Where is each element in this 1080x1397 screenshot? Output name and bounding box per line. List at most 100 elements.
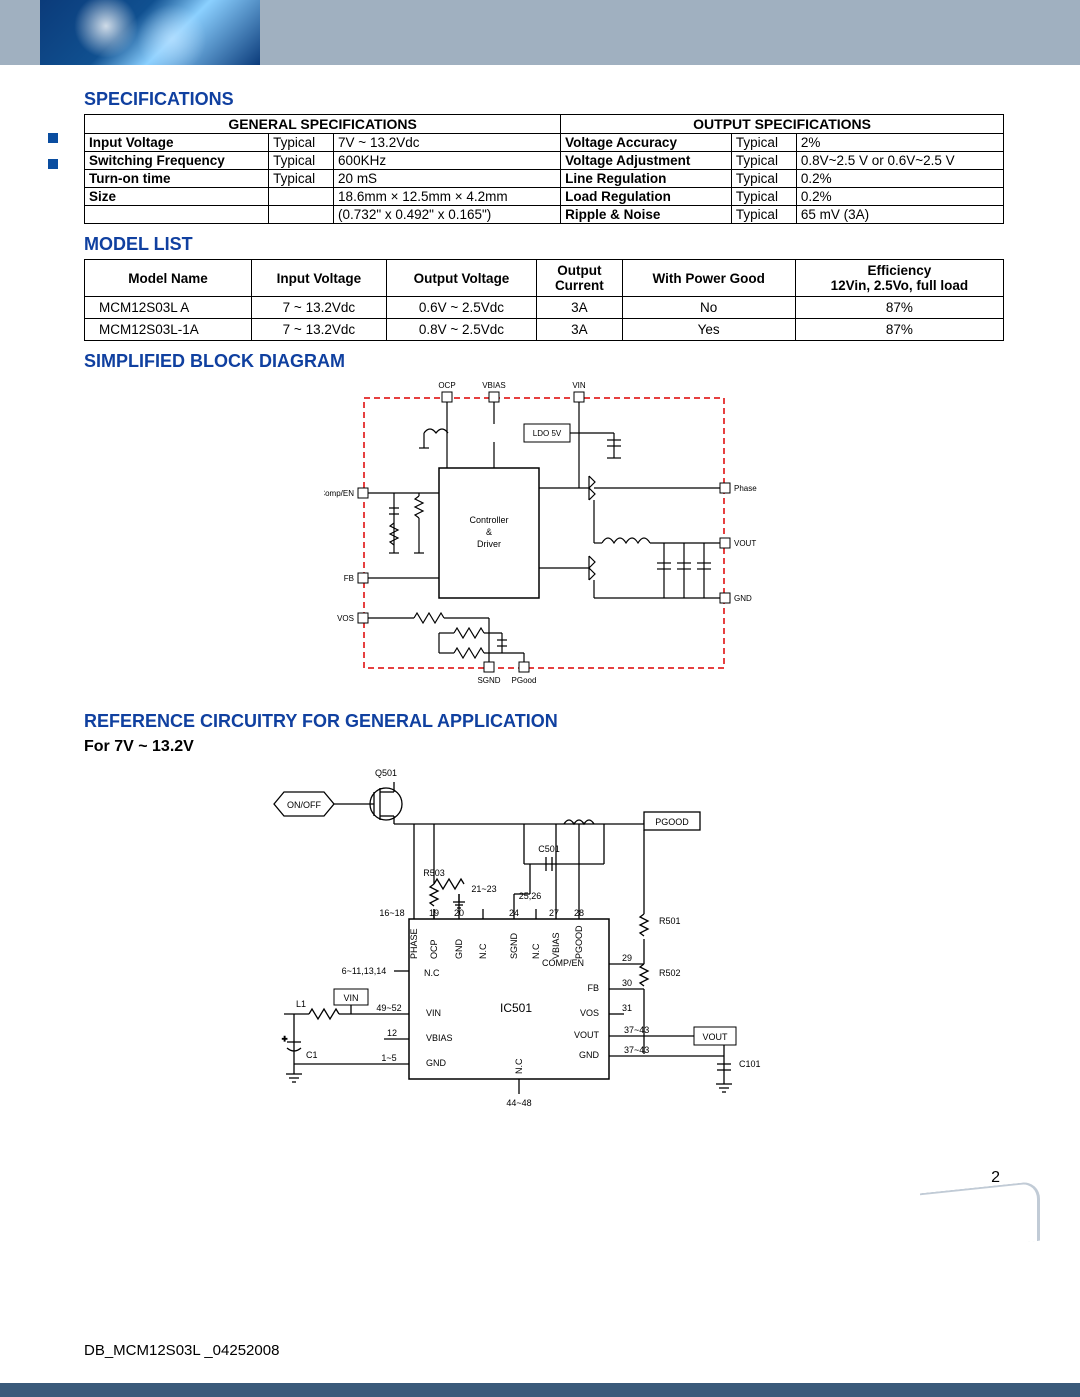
svg-text:VIN: VIN	[572, 381, 586, 390]
svg-text:VOUT: VOUT	[574, 1030, 600, 1040]
for-voltage-range: For 7V ~ 13.2V	[84, 738, 1004, 756]
svg-text:VBIAS: VBIAS	[551, 932, 561, 959]
svg-text:ON/OFF: ON/OFF	[287, 800, 321, 810]
specifications-title: SPECIFICATIONS	[84, 89, 1004, 110]
general-spec-header: GENERAL SPECIFICATIONS	[85, 115, 561, 134]
block-diagram: OCP VBIAS VIN Comp/EN FB VOS Phase VOUT …	[84, 378, 1004, 701]
header-banner	[0, 0, 1080, 65]
gs-param: Turn-on time	[85, 170, 269, 188]
svg-text:&: &	[486, 527, 492, 537]
os-param: Voltage Accuracy	[561, 134, 732, 152]
model-list-table: Model Name Input Voltage Output Voltage …	[84, 259, 1004, 341]
svg-text:R503: R503	[423, 868, 445, 878]
svg-text:VOS: VOS	[337, 614, 354, 623]
svg-text:COMP/EN: COMP/EN	[542, 958, 584, 968]
svg-text:VBIAS: VBIAS	[426, 1033, 453, 1043]
model-col-name: Model Name	[85, 260, 252, 297]
svg-text:OCP: OCP	[429, 939, 439, 959]
svg-text:VIN: VIN	[343, 993, 358, 1003]
gs-val: 600KHz	[334, 152, 561, 170]
os-val: 2%	[796, 134, 1003, 152]
svg-text:IC501: IC501	[500, 1001, 532, 1015]
os-val: 65 mV (3A)	[796, 206, 1003, 224]
model-col-vin: Input Voltage	[252, 260, 387, 297]
svg-text:Controller: Controller	[469, 515, 508, 525]
svg-text:VOUT: VOUT	[702, 1032, 728, 1042]
svg-text:31: 31	[622, 1003, 632, 1013]
footer-decorative-corner	[920, 1181, 1040, 1254]
svg-text:21~23: 21~23	[471, 884, 496, 894]
svg-text:R502: R502	[659, 968, 681, 978]
svg-text:R501: R501	[659, 916, 681, 926]
svg-text:N.C: N.C	[478, 943, 488, 959]
gs-val: 7V ~ 13.2Vdc	[334, 134, 561, 152]
banner-graphic	[40, 0, 260, 65]
block-diagram-title: SIMPLIFIED BLOCK DIAGRAM	[84, 351, 1004, 372]
os-val: 0.8V~2.5 V or 0.6V~2.5 V	[796, 152, 1003, 170]
svg-text:49~52: 49~52	[376, 1003, 401, 1013]
svg-text:37~43: 37~43	[624, 1045, 649, 1055]
os-param: Voltage Adjustment	[561, 152, 732, 170]
os-param: Line Regulation	[561, 170, 732, 188]
svg-text:12: 12	[387, 1028, 397, 1038]
svg-text:L1: L1	[296, 999, 306, 1009]
gs-typ: Typical	[269, 170, 334, 188]
gs-typ	[269, 206, 334, 224]
gs-param: Size	[85, 188, 269, 206]
svg-text:29: 29	[622, 953, 632, 963]
svg-text:30: 30	[622, 978, 632, 988]
gs-val: (0.732" x 0.492" x 0.165")	[334, 206, 561, 224]
svg-text:C101: C101	[739, 1059, 761, 1069]
reference-circuit-diagram: ON/OFF Q501 PGOOD	[84, 764, 1004, 1127]
svg-text:VIN: VIN	[426, 1008, 441, 1018]
svg-text:PGood: PGood	[512, 676, 537, 685]
side-accent-squares	[48, 133, 58, 185]
svg-text:FB: FB	[587, 983, 599, 993]
svg-text:N.C: N.C	[514, 1058, 524, 1074]
footer-doc-id: DB_MCM12S03L _04252008	[84, 1342, 279, 1359]
svg-text:+: +	[282, 1034, 287, 1044]
table-row: MCM12S03L-1A 7 ~ 13.2Vdc 0.8V ~ 2.5Vdc 3…	[85, 319, 1004, 341]
svg-text:37~43: 37~43	[624, 1025, 649, 1035]
reference-circuitry-title: REFERENCE CIRCUITRY FOR GENERAL APPLICAT…	[84, 711, 1004, 732]
model-col-pg: With Power Good	[622, 260, 795, 297]
svg-text:N.C: N.C	[424, 968, 440, 978]
gs-param: Input Voltage	[85, 134, 269, 152]
svg-text:VOUT: VOUT	[734, 539, 756, 548]
svg-text:6~11,13,14: 6~11,13,14	[342, 966, 387, 976]
specifications-table: GENERAL SPECIFICATIONS OUTPUT SPECIFICAT…	[84, 114, 1004, 224]
gs-typ	[269, 188, 334, 206]
os-typ: Typical	[731, 152, 796, 170]
footer-bar	[0, 1383, 1080, 1397]
gs-param	[85, 206, 269, 224]
svg-text:PGOOD: PGOOD	[574, 925, 584, 959]
svg-text:SGND: SGND	[477, 676, 500, 685]
model-col-eff: Efficiency12Vin, 2.5Vo, full load	[795, 260, 1003, 297]
svg-text:Comp/EN: Comp/EN	[324, 489, 354, 498]
svg-text:27: 27	[549, 908, 559, 918]
gs-typ: Typical	[269, 134, 334, 152]
table-row: MCM12S03L A 7 ~ 13.2Vdc 0.6V ~ 2.5Vdc 3A…	[85, 297, 1004, 319]
svg-text:GND: GND	[426, 1058, 447, 1068]
svg-text:OCP: OCP	[438, 381, 455, 390]
svg-text:GND: GND	[579, 1050, 600, 1060]
gs-val: 20 mS	[334, 170, 561, 188]
svg-text:Phase: Phase	[734, 484, 757, 493]
output-spec-header: OUTPUT SPECIFICATIONS	[561, 115, 1004, 134]
os-val: 0.2%	[796, 188, 1003, 206]
svg-text:Q501: Q501	[375, 768, 397, 778]
gs-typ: Typical	[269, 152, 334, 170]
svg-text:16~18: 16~18	[379, 908, 404, 918]
svg-text:PHASE: PHASE	[409, 928, 419, 959]
svg-text:N.C: N.C	[531, 943, 541, 959]
svg-text:PGOOD: PGOOD	[655, 817, 689, 827]
svg-text:Driver: Driver	[477, 539, 501, 549]
svg-text:SGND: SGND	[509, 932, 519, 959]
os-param: Load Regulation	[561, 188, 732, 206]
model-col-iout: OutputCurrent	[537, 260, 622, 297]
svg-text:VBIAS: VBIAS	[482, 381, 506, 390]
os-typ: Typical	[731, 188, 796, 206]
svg-text:FB: FB	[344, 574, 354, 583]
svg-text:GND: GND	[454, 939, 464, 960]
svg-text:44~48: 44~48	[506, 1098, 531, 1108]
